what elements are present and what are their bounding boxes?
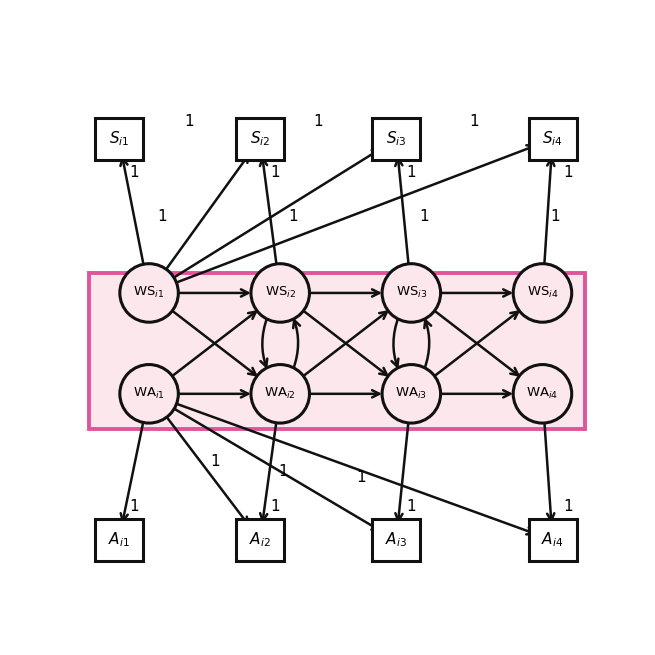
FancyBboxPatch shape [88, 272, 586, 429]
Text: $S_{i4}$: $S_{i4}$ [542, 130, 563, 149]
Text: $A_{i3}$: $A_{i3}$ [385, 531, 407, 550]
FancyBboxPatch shape [236, 519, 284, 561]
FancyBboxPatch shape [95, 519, 143, 561]
Text: WS$_{i1}$: WS$_{i1}$ [134, 286, 164, 301]
Text: 1: 1 [407, 499, 416, 514]
Text: WA$_{i2}$: WA$_{i2}$ [265, 386, 296, 402]
Circle shape [251, 264, 309, 322]
FancyBboxPatch shape [372, 519, 420, 561]
Text: WA$_{i3}$: WA$_{i3}$ [396, 386, 427, 402]
Text: $S_{i1}$: $S_{i1}$ [109, 130, 129, 149]
Text: 1: 1 [210, 455, 219, 470]
Text: WA$_{i4}$: WA$_{i4}$ [527, 386, 559, 402]
Text: $A_{i2}$: $A_{i2}$ [249, 531, 271, 550]
Text: WA$_{i1}$: WA$_{i1}$ [133, 386, 165, 402]
Text: WS$_{i3}$: WS$_{i3}$ [396, 286, 427, 301]
Text: 1: 1 [563, 165, 572, 180]
Text: 1: 1 [313, 114, 323, 129]
Text: 1: 1 [129, 499, 139, 514]
Text: 1: 1 [157, 208, 166, 223]
Text: 1: 1 [356, 470, 365, 485]
Text: 1: 1 [278, 464, 288, 479]
Text: 1: 1 [550, 208, 560, 223]
Text: 1: 1 [129, 165, 139, 180]
Circle shape [514, 264, 572, 322]
Text: 1: 1 [185, 114, 195, 129]
FancyBboxPatch shape [529, 119, 576, 160]
Text: 1: 1 [271, 499, 280, 514]
FancyBboxPatch shape [236, 119, 284, 160]
FancyBboxPatch shape [529, 519, 576, 561]
Text: 1: 1 [288, 208, 297, 223]
Text: 1: 1 [470, 114, 479, 129]
Text: 1: 1 [271, 165, 280, 180]
Text: $S_{i3}$: $S_{i3}$ [386, 130, 407, 149]
FancyBboxPatch shape [95, 119, 143, 160]
Circle shape [514, 365, 572, 423]
Text: $A_{i1}$: $A_{i1}$ [108, 531, 130, 550]
Text: 1: 1 [407, 165, 416, 180]
Text: WS$_{i4}$: WS$_{i4}$ [527, 286, 558, 301]
Circle shape [382, 365, 441, 423]
Circle shape [382, 264, 441, 322]
Text: 1: 1 [563, 499, 572, 514]
Text: WS$_{i2}$: WS$_{i2}$ [265, 286, 296, 301]
Text: 1: 1 [419, 208, 429, 223]
Circle shape [120, 264, 178, 322]
Circle shape [251, 365, 309, 423]
FancyBboxPatch shape [372, 119, 420, 160]
Text: $A_{i4}$: $A_{i4}$ [542, 531, 564, 550]
Circle shape [120, 365, 178, 423]
Text: $S_{i2}$: $S_{i2}$ [250, 130, 271, 149]
